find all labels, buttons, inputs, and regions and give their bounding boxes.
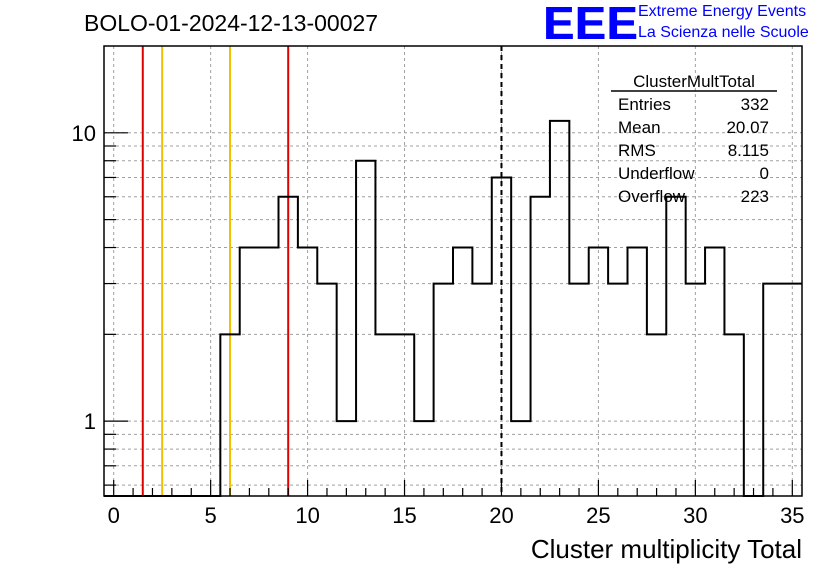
stats-row-label: Overflow	[618, 187, 686, 206]
histogram-bin	[783, 284, 802, 496]
histogram-bin	[724, 334, 743, 496]
histogram-bin	[356, 161, 375, 496]
histogram-bin	[647, 334, 666, 496]
stats-row-value: 20.07	[726, 118, 769, 137]
stats-row-label: RMS	[618, 141, 656, 160]
logo-line-2: La Scienza nelle Scuole	[638, 24, 809, 41]
stats-row-value: 0	[760, 164, 769, 183]
stats-row-label: Entries	[618, 95, 671, 114]
x-tick-label: 20	[489, 503, 513, 528]
histogram-bin	[298, 248, 317, 496]
histogram-bin	[220, 334, 239, 496]
y-tick-label: 10	[72, 121, 96, 146]
histogram-bin	[414, 421, 433, 496]
y-tick-label: 1	[84, 409, 96, 434]
x-tick-label: 5	[205, 503, 217, 528]
histogram-bars	[104, 119, 802, 497]
x-tick-label: 15	[392, 503, 416, 528]
histogram-bin	[608, 284, 627, 496]
stats-row-value: 8.115	[728, 141, 769, 160]
plot-frame	[103, 45, 803, 497]
plot-title: BOLO-01-2024-12-13-00027	[84, 10, 379, 36]
stats-title: ClusterMultTotal	[633, 72, 755, 91]
x-axis-title: Cluster multiplicity Total	[531, 534, 802, 564]
histogram-bin	[666, 197, 685, 496]
axis-ticks: 0 5 10 15 20 25 30 35 1 10	[72, 121, 805, 528]
stats-box: ClusterMultTotal Entries 332 Mean 20.07 RMS 8…	[611, 72, 777, 206]
stats-row-label: Underflow	[618, 164, 695, 183]
histogram-bin	[317, 284, 336, 496]
histogram-bin	[337, 421, 356, 496]
histogram-bin	[375, 334, 394, 496]
stats-row-value: 332	[741, 95, 769, 114]
histogram-bin	[434, 284, 453, 496]
histogram-bin	[472, 284, 491, 496]
histogram-bin	[589, 248, 608, 496]
x-tick-label: 10	[295, 503, 319, 528]
marker-lines	[141, 46, 503, 496]
histogram-bin	[492, 177, 511, 496]
stats-row-label: Mean	[618, 118, 661, 137]
eee-logo: EEE	[543, 0, 639, 49]
histogram-bin	[763, 284, 782, 496]
logo-line-1: Extreme Energy Events	[638, 3, 807, 20]
histogram-bin	[628, 248, 647, 496]
stats-rows: Entries 332 Mean 20.07 RMS 8.115 Underflow 0 Ove…	[618, 95, 769, 206]
histogram-bin	[531, 197, 550, 496]
plot-frame-rect	[103, 45, 803, 497]
histogram-bin	[395, 334, 414, 496]
histogram-bin	[259, 248, 278, 496]
histogram-bin	[550, 121, 569, 496]
histogram-bin	[569, 284, 588, 496]
x-tick-label: 25	[586, 503, 610, 528]
x-tick-label: 30	[683, 503, 707, 528]
histogram-bin	[705, 248, 724, 496]
histogram-bin	[279, 197, 298, 496]
histogram-bin	[511, 421, 530, 496]
x-tick-label: 35	[780, 503, 804, 528]
histogram-bin	[240, 248, 259, 496]
x-tick-label: 0	[108, 503, 120, 528]
histogram-bin	[453, 248, 472, 496]
histogram-outline	[104, 119, 802, 497]
stats-row-value: 223	[741, 187, 769, 206]
histogram-bin	[686, 284, 705, 496]
